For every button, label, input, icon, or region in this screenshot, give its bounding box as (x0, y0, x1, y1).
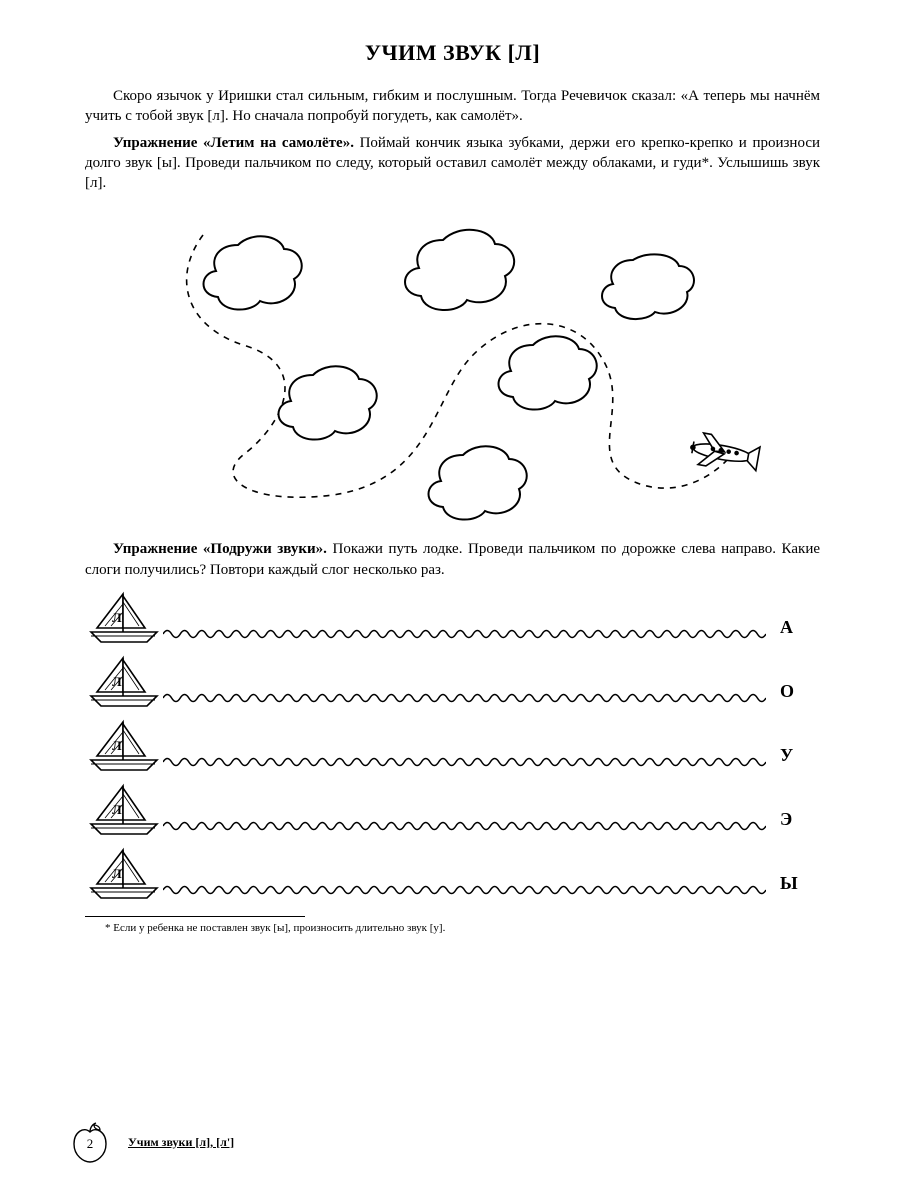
footer-section-title: Учим звуки [л], [л'] (128, 1135, 234, 1150)
page-number: 2 (70, 1136, 110, 1152)
boat-row: Л У (85, 714, 820, 774)
wave-track (163, 616, 766, 646)
row-end-letter: А (766, 617, 820, 646)
svg-text:Л: Л (112, 610, 122, 625)
sailboat-icon: Л (85, 844, 163, 902)
page-title: УЧИМ ЗВУК [Л] (85, 40, 820, 66)
row-end-letter: О (766, 681, 820, 710)
intro-paragraph: Скоро язычок у Иришки стал сильным, гибк… (85, 86, 820, 127)
sailboat-icon: Л (85, 780, 163, 838)
svg-text:Л: Л (112, 802, 122, 817)
sailboat-icon: Л (85, 588, 163, 646)
boat-row: Л Ы (85, 842, 820, 902)
svg-text:Л: Л (112, 866, 122, 881)
exercise1-paragraph: Упражнение «Летим на самолёте». Поймай к… (85, 133, 820, 194)
exercise2-lead: Упражнение «Подружи звуки». (113, 541, 327, 557)
wave-path (163, 680, 766, 710)
boat-row: Л Э (85, 778, 820, 838)
page-number-apple-icon: 2 (70, 1120, 110, 1164)
boat-row: Л О (85, 650, 820, 710)
footnote: * Если у ребенка не поставлен звук [ы], … (85, 921, 820, 936)
boat-row: Л А (85, 586, 820, 646)
wave-path (163, 808, 766, 838)
exercise2-paragraph: Упражнение «Подружи звуки». Покажи путь … (85, 539, 820, 580)
wave-path (163, 872, 766, 902)
row-end-letter: У (766, 745, 820, 774)
airplane-clouds-illustration (133, 205, 773, 525)
boat-rows: Л А Л О Л У Л Э (85, 586, 820, 902)
footnote-rule (85, 916, 305, 917)
sailboat-icon: Л (85, 652, 163, 710)
row-end-letter: Э (766, 809, 820, 838)
wave-path (163, 744, 766, 774)
page-footer: 2 Учим звуки [л], [л'] (70, 1120, 234, 1164)
wave-track (163, 744, 766, 774)
exercise1-lead: Упражнение «Летим на самолёте». (113, 135, 354, 151)
wave-path (163, 616, 766, 646)
row-end-letter: Ы (766, 873, 820, 902)
wave-track (163, 680, 766, 710)
svg-text:Л: Л (112, 738, 122, 753)
svg-text:Л: Л (112, 674, 122, 689)
sailboat-icon: Л (85, 716, 163, 774)
wave-track (163, 808, 766, 838)
wave-track (163, 872, 766, 902)
